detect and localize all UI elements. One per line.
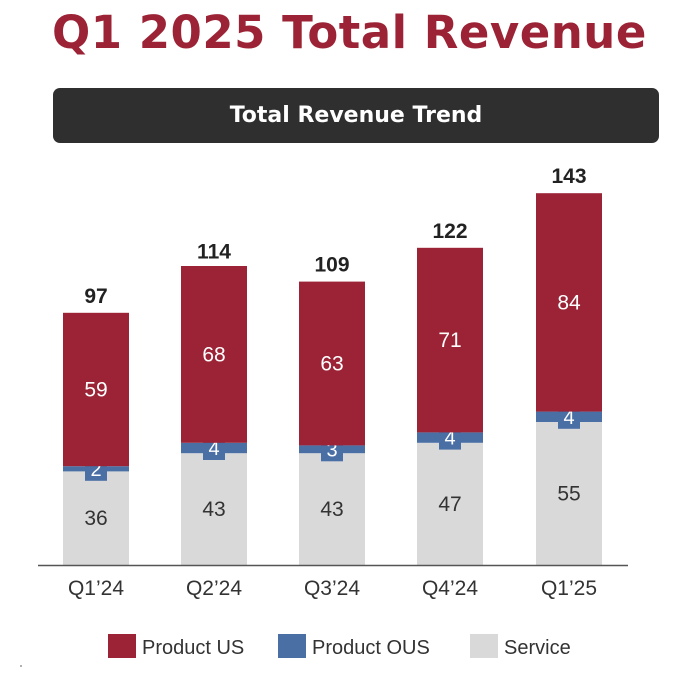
bar-segment-service — [417, 442, 483, 565]
total-label: 122 — [432, 220, 467, 243]
data-label-service: 36 — [84, 507, 107, 530]
bar-segment-service — [181, 453, 247, 565]
bar-segment-service — [63, 471, 129, 565]
total-label: 97 — [84, 285, 107, 308]
x-tick-label: Q2’24 — [186, 577, 242, 600]
bar-segment-service — [299, 453, 365, 565]
bar-segment-product-us — [536, 193, 602, 412]
x-tick-label: Q1’24 — [68, 577, 124, 600]
chart-title-banner: Total Revenue Trend — [53, 88, 659, 143]
data-label-service: 55 — [557, 483, 580, 506]
legend-label-product-ous: Product OUS — [312, 637, 430, 659]
legend-label-product-us: Product US — [142, 637, 244, 659]
legend-swatch-product-us — [108, 634, 136, 658]
data-label-service: 43 — [320, 498, 343, 521]
data-label-service: 47 — [438, 493, 461, 516]
data-label-product-us: 59 — [84, 379, 107, 402]
data-label-product-ous: 4 — [444, 428, 455, 450]
data-label-product-us: 71 — [438, 329, 461, 352]
x-tick-label: Q3’24 — [304, 577, 360, 600]
bar-segment-product-us — [63, 312, 129, 467]
total-label: 109 — [314, 254, 349, 277]
bar-segment-product-us — [299, 281, 365, 446]
data-label-product-ous: 3 — [326, 439, 337, 461]
bar-segment-product-us — [417, 247, 483, 433]
x-tick-label: Q1’25 — [541, 577, 597, 600]
legend-swatch-product-ous — [278, 634, 306, 658]
total-label: 143 — [551, 165, 586, 188]
bar-segment-product-us — [181, 266, 247, 443]
data-label-product-us: 68 — [202, 343, 225, 366]
x-tick-label: Q4’24 — [422, 577, 478, 600]
chart-title: Total Revenue Trend — [229, 103, 483, 128]
decorative-dot — [20, 665, 22, 667]
data-label-product-us: 63 — [320, 353, 343, 376]
data-label-service: 43 — [202, 498, 225, 521]
total-label: 114 — [197, 241, 231, 264]
bar-segment-service — [536, 422, 602, 565]
data-label-product-ous: 2 — [90, 459, 101, 481]
page-title: Q1 2025 Total Revenue — [52, 6, 647, 59]
data-label-product-ous: 4 — [563, 407, 574, 429]
legend-swatch-service — [470, 634, 498, 658]
data-label-product-ous: 4 — [208, 438, 219, 460]
data-label-product-us: 84 — [557, 291, 581, 314]
legend-label-service: Service — [504, 637, 571, 659]
